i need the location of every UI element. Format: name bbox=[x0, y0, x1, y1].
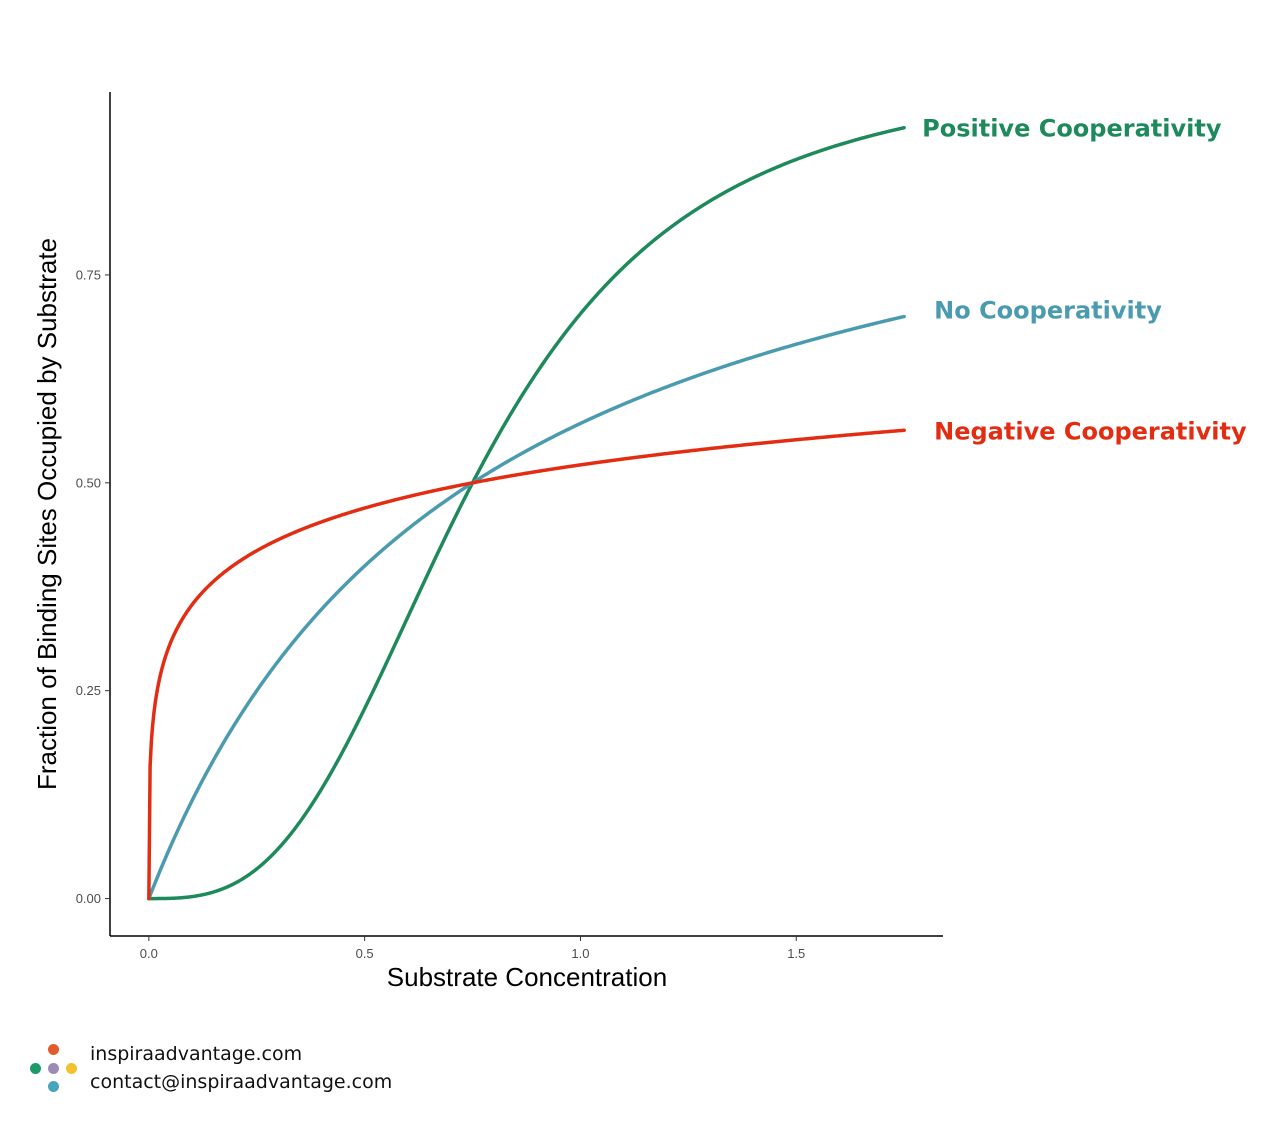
series-labels: Positive Cooperativity No Cooperativity Ne… bbox=[922, 115, 1247, 446]
logo-dot-bottom bbox=[48, 1081, 59, 1092]
logo-dot-right bbox=[66, 1063, 77, 1074]
series-label-negative-cooperativity: Negative Cooperativity bbox=[934, 417, 1247, 445]
y-tick-label: 0.00 bbox=[76, 891, 101, 906]
cooperativity-chart: 0.0 0.5 1.0 1.5 0.00 0.25 0.50 0.75 Positive Co… bbox=[32, 92, 1247, 992]
x-tick-label: 0.0 bbox=[140, 946, 158, 961]
series-line-negative-cooperativity bbox=[147, 428, 906, 901]
series-line-positive-cooperativity bbox=[147, 125, 906, 901]
y-axis-title: Fraction of Binding Sites Occupied by Su… bbox=[32, 238, 62, 790]
y-tick-label: 0.50 bbox=[76, 475, 101, 490]
series-line-no-cooperativity bbox=[147, 314, 906, 901]
logo-dot-center bbox=[48, 1063, 59, 1074]
y-tick-label: 0.75 bbox=[76, 267, 101, 282]
series-label-positive-cooperativity: Positive Cooperativity bbox=[922, 115, 1222, 143]
brand-logo bbox=[28, 1040, 80, 1092]
series-label-no-cooperativity: No Cooperativity bbox=[934, 297, 1162, 325]
website-link[interactable]: inspiraadvantage.com bbox=[90, 1043, 303, 1065]
email-link[interactable]: contact@inspiraadvantage.com bbox=[90, 1071, 393, 1093]
x-tick-label: 0.5 bbox=[356, 946, 374, 961]
x-tick-label: 1.5 bbox=[787, 946, 805, 961]
logo-dot-left bbox=[30, 1063, 41, 1074]
x-tick-label: 1.0 bbox=[571, 946, 589, 961]
y-tick-label: 0.25 bbox=[76, 683, 101, 698]
axes bbox=[109, 92, 943, 937]
series-lines bbox=[147, 125, 906, 901]
logo-dot-top bbox=[48, 1044, 59, 1055]
ticks: 0.0 0.5 1.0 1.5 0.00 0.25 0.50 0.75 bbox=[76, 267, 806, 961]
x-axis-title: Substrate Concentration bbox=[387, 962, 667, 992]
